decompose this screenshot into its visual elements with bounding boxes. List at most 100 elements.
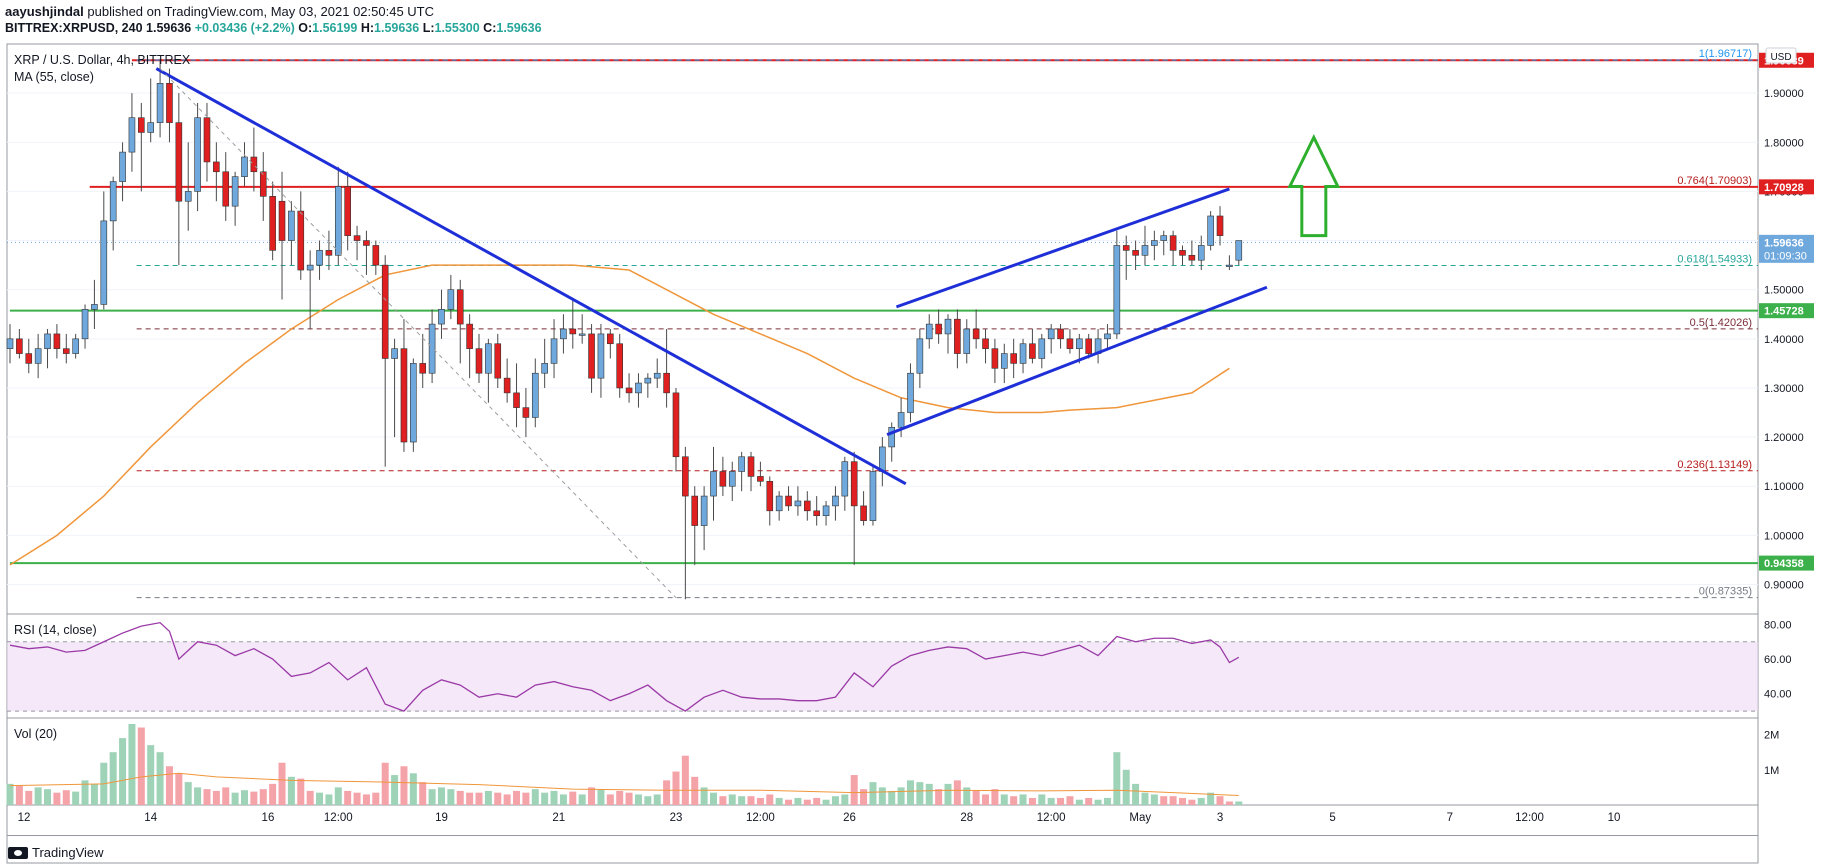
price-axis: 1.900001.800001.700001.600001.500001.400…	[1759, 52, 1814, 592]
candle-down	[1010, 353, 1017, 364]
candle-down	[456, 289, 464, 325]
candle-down	[381, 264, 389, 359]
candle-down	[607, 333, 614, 345]
candle-up	[963, 328, 971, 354]
volume-bar	[925, 783, 933, 805]
candle-down	[222, 171, 230, 207]
candle-up	[916, 338, 924, 374]
candle-down	[663, 372, 670, 394]
candle-down	[363, 240, 370, 246]
candle-up	[1076, 338, 1083, 349]
volume-bar	[982, 794, 990, 805]
candle-up	[91, 304, 98, 310]
volume-bar	[175, 773, 183, 805]
candle-up	[1235, 240, 1243, 261]
candle-up	[531, 372, 539, 418]
candle-up	[447, 289, 455, 310]
candle-down	[691, 495, 699, 526]
volume-bar	[700, 787, 708, 805]
candle-down	[62, 348, 70, 354]
candle-down	[682, 456, 689, 497]
candle-down	[513, 392, 520, 408]
volume-bar	[1179, 797, 1186, 805]
candle-up	[1047, 328, 1055, 340]
chart-title: XRP / U.S. Dollar, 4h, BITTREX	[14, 53, 191, 67]
volume-bar	[681, 755, 689, 805]
volume-bar	[634, 794, 642, 805]
volume-bar	[897, 787, 905, 805]
candle-down	[766, 481, 774, 512]
volume-bar	[494, 792, 502, 805]
candle-up	[194, 117, 201, 192]
volume-bar	[222, 787, 230, 805]
volume-bar	[334, 787, 342, 805]
currency-badge[interactable]	[1765, 47, 1797, 64]
volume-bar	[775, 797, 783, 805]
volume-bar	[6, 783, 14, 805]
volume-bar	[756, 797, 764, 805]
volume-bar	[62, 790, 70, 805]
volume-bar	[578, 794, 586, 805]
volume-bar	[606, 794, 614, 805]
candle-down	[475, 348, 483, 374]
currency-label: USD	[1770, 52, 1791, 63]
volume-bar	[1150, 794, 1158, 805]
volume-bar	[184, 782, 192, 805]
volume-bar	[250, 791, 258, 805]
ma-indicator-label[interactable]: MA (55, close)	[14, 70, 94, 84]
tradingview-logo[interactable]: TradingView	[8, 845, 104, 860]
volume-bar	[156, 752, 164, 805]
price-tick-label: 0.90000	[1764, 580, 1804, 592]
volume-bar	[785, 799, 793, 805]
volume-bar	[1047, 797, 1055, 805]
time-tick-label: 12:00	[1037, 812, 1066, 824]
volume-bar	[813, 797, 821, 805]
volume-bar	[53, 792, 61, 805]
volume-bar	[644, 796, 652, 805]
candle-up	[944, 318, 952, 335]
rsi-indicator-label[interactable]: RSI (14, close)	[14, 623, 97, 637]
candle-up	[597, 333, 605, 379]
volume-bar	[372, 792, 380, 805]
candle-up	[728, 471, 736, 487]
volume-bar	[409, 773, 417, 805]
volume-bar	[906, 780, 914, 805]
volume-bar	[513, 790, 521, 805]
volume-bar	[484, 790, 492, 805]
candle-up	[316, 250, 323, 266]
fib-level-label: 0.236(1.13149)	[1677, 459, 1752, 471]
volume-bar	[109, 752, 117, 805]
volume-bar	[963, 787, 971, 805]
volume-bar	[1019, 794, 1027, 805]
candle-up	[81, 309, 89, 340]
symbol-info-bar: BITTREX:XRPUSD, 240 1.59636 +0.03436 (+2…	[5, 21, 542, 35]
volume-bar	[1160, 796, 1168, 805]
candle-up	[34, 348, 42, 364]
time-tick-label: 14	[144, 812, 157, 824]
volume-bar	[588, 787, 596, 805]
publisher-name[interactable]: aayushjindal	[5, 4, 84, 19]
candle-down	[1216, 215, 1224, 236]
volume-bar	[381, 762, 389, 805]
candle-down	[166, 83, 173, 123]
price-axis-label-bg	[1759, 234, 1814, 263]
candle-down	[1188, 254, 1196, 261]
candle-down	[419, 363, 427, 374]
volume-bar	[128, 724, 136, 805]
candle-down	[213, 161, 220, 173]
up-arrow-annotation	[1287, 133, 1341, 238]
rsi-tick-label: 40.00	[1764, 689, 1792, 701]
volume-bar	[119, 738, 127, 805]
volume-bar	[419, 782, 427, 805]
candle-up	[653, 372, 661, 379]
candle-up	[1160, 235, 1168, 241]
candle-down	[1029, 343, 1036, 359]
candle-up	[1038, 338, 1046, 359]
price-tick-label: 1.40000	[1764, 334, 1804, 346]
candle-up	[128, 117, 136, 153]
candle-up	[1141, 245, 1149, 256]
volume-bar	[137, 727, 145, 805]
time-tick-label: May	[1129, 812, 1151, 824]
volume-indicator-label[interactable]: Vol (20)	[14, 727, 57, 741]
